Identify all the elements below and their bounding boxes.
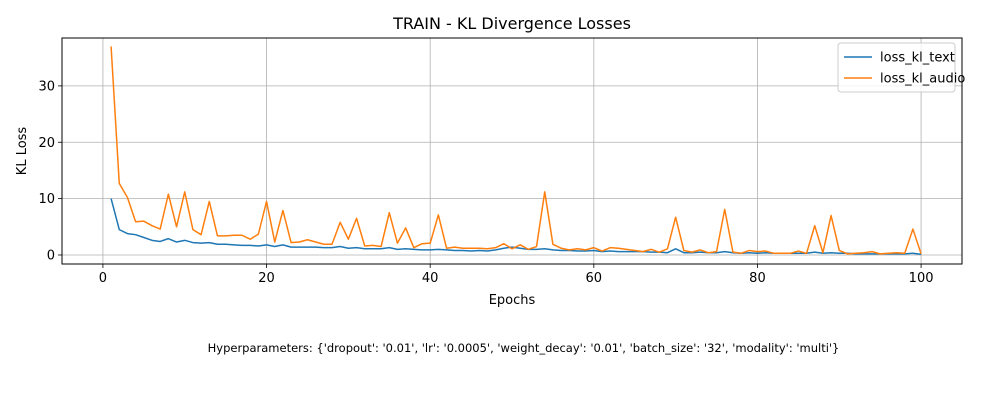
x-tick-label: 40 [422, 271, 439, 286]
series-line-loss_kl_audio [110, 46, 922, 255]
legend-label: loss_kl_text [880, 51, 955, 66]
x-tick-label: 80 [749, 271, 766, 286]
x-axis-ticks: 0 20 40 60 80 100 [99, 264, 934, 286]
grid [62, 38, 962, 264]
y-tick-label: 0 [47, 248, 55, 263]
x-tick-label: 0 [99, 271, 107, 286]
x-tick-label: 100 [909, 271, 934, 286]
y-axis-label: KL Loss [15, 127, 30, 176]
y-tick-label: 30 [38, 79, 55, 94]
chart-title: TRAIN - KL Divergence Losses [392, 14, 631, 33]
x-tick-label: 60 [586, 271, 603, 286]
y-tick-label: 20 [38, 136, 55, 151]
y-tick-label: 10 [38, 192, 55, 207]
x-tick-label: 20 [258, 271, 275, 286]
y-axis-ticks: 0 10 20 30 [38, 79, 62, 263]
series-lines [110, 46, 922, 256]
legend: loss_kl_text loss_kl_audio [837, 42, 965, 93]
legend-box [837, 42, 956, 93]
plot-frame [61, 37, 963, 265]
x-axis-label: Epochs [489, 293, 536, 308]
legend-label: loss_kl_audio [880, 72, 965, 87]
hyperparameters-note: Hyperparameters: {'dropout': '0.01', 'lr… [207, 341, 840, 355]
